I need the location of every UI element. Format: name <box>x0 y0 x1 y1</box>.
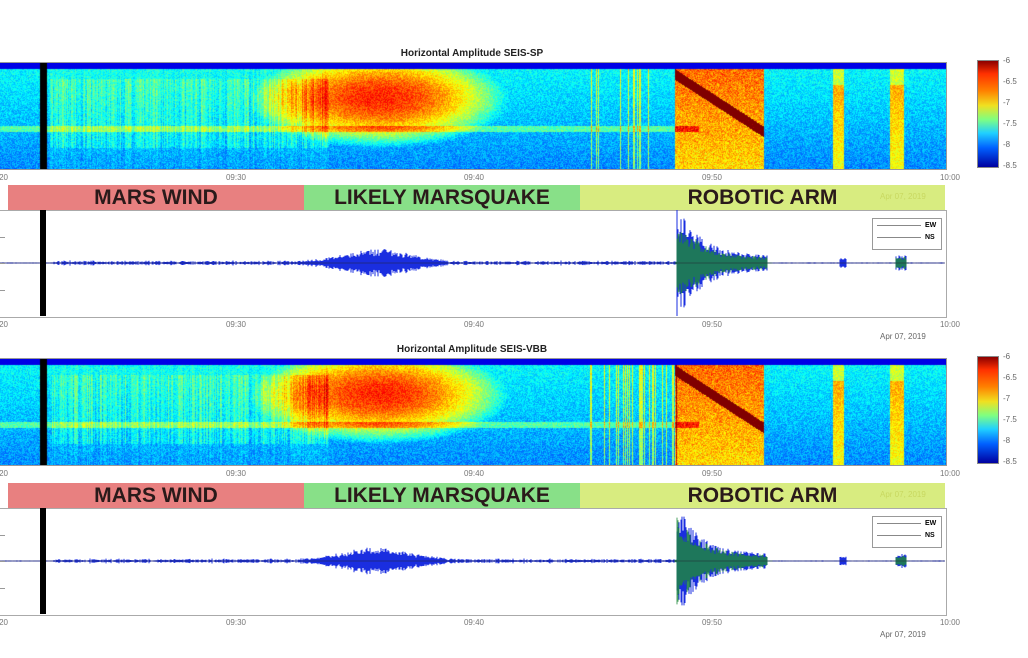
x-tick-label: 09:20 <box>0 618 9 627</box>
date-label: Apr 07, 2019 <box>880 630 926 639</box>
x-tick-label: 10:00 <box>939 618 961 627</box>
spectrogram-heatmap <box>0 62 947 170</box>
x-tick-label: 09:50 <box>701 469 723 478</box>
event-banner-robotic-arm: ROBOTIC ARM <box>580 185 945 210</box>
x-tick-label: 09:40 <box>463 173 485 182</box>
x-tick-label: 09:30 <box>225 320 247 329</box>
spectrogram-heatmap <box>0 358 947 466</box>
colorbar-tick-label: -6.5 <box>1003 373 1017 382</box>
date-label: Apr 07, 2019 <box>880 332 926 341</box>
legend-entry-ns: NS <box>873 529 941 541</box>
spectrogram-title: Horizontal Amplitude SEIS-VBB <box>396 344 548 355</box>
event-banner-mars-wind: MARS WIND <box>8 185 304 210</box>
legend: EW NS <box>872 218 942 250</box>
legend-line-swatch <box>877 534 921 536</box>
event-marker-line <box>40 508 46 614</box>
colorbar-tick-label: -6.5 <box>1003 77 1017 86</box>
x-tick-label: 09:30 <box>225 469 247 478</box>
event-banner-likely-marsquake: LIKELY MARSQUAKE <box>304 483 580 508</box>
colorbar-tick-label: -8 <box>1003 436 1011 445</box>
legend-label: EW <box>925 519 937 527</box>
y-tick <box>0 263 5 264</box>
spectrogram-title: Horizontal Amplitude SEIS-SP <box>400 48 544 59</box>
y-tick <box>0 289 5 291</box>
legend-label: EW <box>925 221 937 229</box>
waveform-svg <box>0 210 945 316</box>
y-tick <box>0 587 5 589</box>
x-tick-label: 09:20 <box>0 173 9 182</box>
legend: EW NS <box>872 516 942 548</box>
x-tick-label: 09:20 <box>0 320 9 329</box>
legend-entry-ew: EW <box>873 219 941 231</box>
x-tick-label: 09:30 <box>225 173 247 182</box>
colorbar-tick-label: -7.5 <box>1003 415 1017 424</box>
colorbar <box>977 60 999 168</box>
colorbar-tick-label: -8.5 <box>1003 161 1017 170</box>
y-tick <box>0 561 5 562</box>
x-tick-label: 10:00 <box>939 469 961 478</box>
x-tick-label: 09:50 <box>701 173 723 182</box>
x-tick-label: 09:40 <box>463 469 485 478</box>
banner-date: Apr 07, 2019 <box>880 192 926 201</box>
event-banner-likely-marsquake: LIKELY MARSQUAKE <box>304 185 580 210</box>
y-tick <box>0 236 5 238</box>
y-tick <box>0 534 5 536</box>
legend-label: NS <box>925 531 935 539</box>
colorbar-tick-label: -7 <box>1003 98 1011 107</box>
event-banner-mars-wind: MARS WIND <box>8 483 304 508</box>
colorbar-tick-label: -8 <box>1003 140 1011 149</box>
legend-entry-ns: NS <box>873 231 941 243</box>
legend-label: NS <box>925 233 935 241</box>
x-tick-label: 09:40 <box>463 618 485 627</box>
colorbar-tick-label: -7 <box>1003 394 1011 403</box>
x-tick-label: 10:00 <box>939 173 961 182</box>
event-banner-robotic-arm: ROBOTIC ARM <box>580 483 945 508</box>
colorbar <box>977 356 999 464</box>
legend-line-swatch <box>877 522 921 524</box>
colorbar-tick-label: -8.5 <box>1003 457 1017 466</box>
colorbar-tick-label: -6 <box>1003 352 1011 361</box>
x-tick-label: 09:20 <box>0 469 9 478</box>
legend-entry-ew: EW <box>873 517 941 529</box>
waveform-svg <box>0 508 945 614</box>
x-tick-label: 10:00 <box>939 320 961 329</box>
legend-line-swatch <box>877 236 921 238</box>
colorbar-tick-label: -6 <box>1003 56 1011 65</box>
x-tick-label: 09:50 <box>701 618 723 627</box>
event-marker-line <box>40 210 46 316</box>
colorbar-tick-label: -7.5 <box>1003 119 1017 128</box>
x-tick-label: 09:30 <box>225 618 247 627</box>
x-tick-label: 09:40 <box>463 320 485 329</box>
banner-date: Apr 07, 2019 <box>880 490 926 499</box>
legend-line-swatch <box>877 224 921 226</box>
x-tick-label: 09:50 <box>701 320 723 329</box>
